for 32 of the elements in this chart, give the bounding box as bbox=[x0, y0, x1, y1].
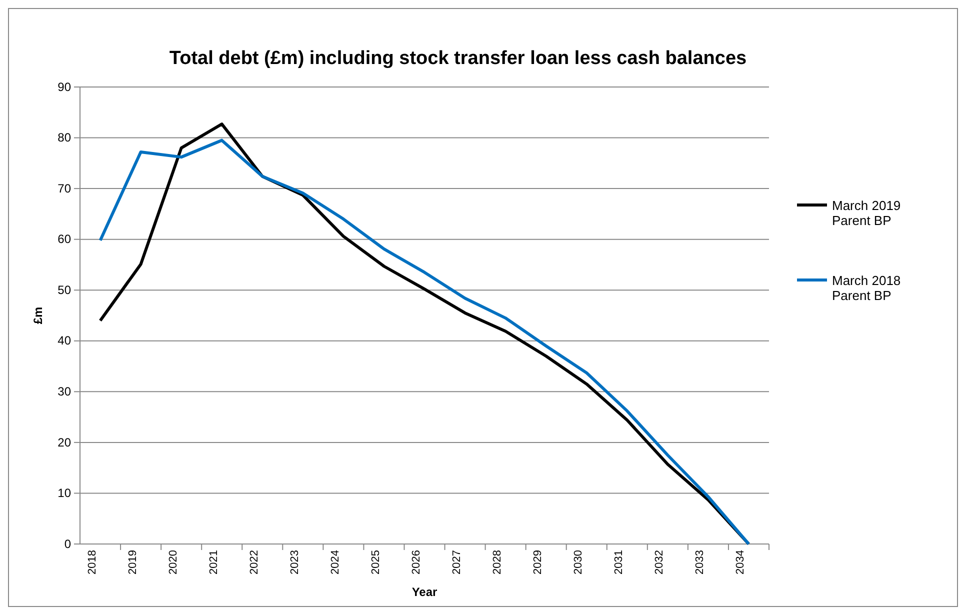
y-tick-label: 80 bbox=[58, 130, 72, 145]
y-tick-label: 70 bbox=[58, 181, 72, 196]
x-tick-label: 2028 bbox=[492, 550, 504, 574]
y-tick-label: 20 bbox=[58, 435, 72, 450]
legend-label: March 2019 Parent BP bbox=[832, 198, 901, 228]
x-tick-label: 2029 bbox=[532, 550, 544, 574]
x-tick-label: 2019 bbox=[126, 550, 139, 574]
y-tick-label: 90 bbox=[58, 80, 72, 94]
x-axis-title: Year bbox=[412, 585, 438, 599]
y-axis-title: £m bbox=[31, 306, 45, 324]
x-tick-label: 2018 bbox=[86, 550, 98, 574]
x-tick-label: 2025 bbox=[370, 550, 382, 574]
legend-label: March 2018 Parent BP bbox=[832, 273, 901, 303]
y-tick-label: 50 bbox=[58, 282, 72, 297]
y-tick-label: 60 bbox=[58, 232, 72, 246]
x-tick-label: 2026 bbox=[410, 550, 422, 574]
y-tick-label: 30 bbox=[58, 384, 72, 399]
x-tick-label: 2022 bbox=[248, 550, 260, 574]
x-tick-label: 2030 bbox=[572, 550, 585, 574]
x-tick-label: 2032 bbox=[654, 550, 666, 574]
x-tick-label: 2033 bbox=[694, 550, 706, 574]
x-tick-label: 2034 bbox=[734, 550, 747, 574]
x-tick-label: 2031 bbox=[613, 550, 626, 574]
chart-title: Total debt (£m) including stock transfer loan less cash balances bbox=[169, 48, 747, 69]
x-tick-label: 2027 bbox=[451, 550, 464, 574]
x-tick-label: 2021 bbox=[208, 550, 220, 574]
x-tick-label: 2023 bbox=[288, 550, 301, 574]
y-tick-label: 10 bbox=[58, 486, 72, 500]
x-tick-label: 2020 bbox=[167, 550, 180, 574]
x-tick-label: 2024 bbox=[329, 550, 342, 574]
y-tick-label: 40 bbox=[58, 334, 72, 348]
y-tick-label: 0 bbox=[64, 536, 72, 551]
